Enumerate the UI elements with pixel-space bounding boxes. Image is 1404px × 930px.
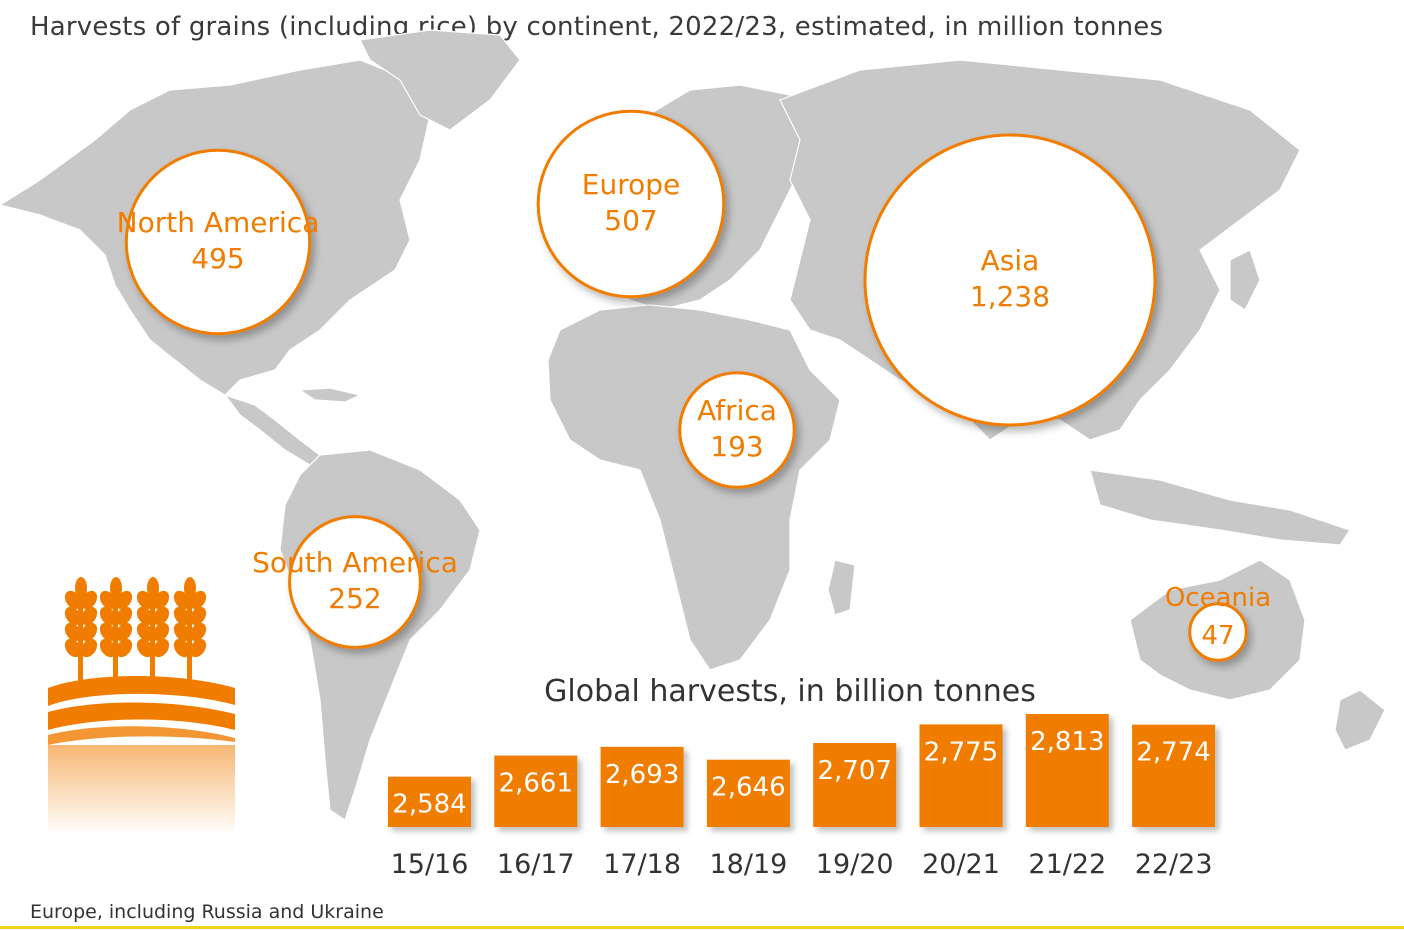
map-central-america: [223, 393, 321, 466]
map-madagascar: [827, 559, 856, 616]
wheat-grain: [152, 622, 170, 642]
bar-category-label: 19/20: [816, 849, 894, 880]
wheat-grain: [136, 622, 154, 642]
wheat-grain: [173, 606, 191, 626]
map-indonesia: [1089, 469, 1351, 546]
bar-category-label: 22/23: [1135, 849, 1213, 880]
bar-18-19: [706, 759, 790, 827]
wheat-grain: [99, 638, 117, 658]
bar-17-18: [600, 746, 684, 827]
bar-22-23: [1132, 724, 1216, 827]
bubble-value-south-america: 252: [328, 582, 381, 615]
bubble-label-europe: Europe: [582, 168, 680, 201]
bubble-circle-south-america: [288, 515, 422, 649]
bubble-circle-africa: [678, 371, 796, 489]
bubble-label-asia: Asia: [981, 244, 1040, 277]
wheat-grain: [64, 606, 82, 626]
bar-19-20: [813, 743, 897, 827]
wheat-grain: [136, 638, 154, 658]
bar-category-label: 20/21: [922, 849, 1000, 880]
map-japan: [1229, 249, 1261, 311]
bar-value-label: 2,584: [392, 790, 466, 820]
bar-value-label: 2,775: [924, 737, 998, 767]
bar-chart: 2,584 15/16 2,661 16/17 2,693 17/18 2,646 18/19…: [388, 714, 1216, 880]
bar-20-21: [919, 724, 1003, 827]
bar-value-label: 2,693: [605, 760, 679, 790]
wheat-grain: [173, 638, 191, 658]
bar-chart-title: Global harvests, in billion tonnes: [544, 674, 1036, 709]
bubble-value-africa: 193: [710, 430, 763, 463]
wheat-grain: [115, 606, 133, 626]
wheat-grain: [99, 606, 117, 626]
footnote: Europe, including Russia and Ukraine: [30, 901, 384, 923]
wheat-grain: [173, 622, 191, 642]
bar-category-label: 17/18: [603, 849, 681, 880]
bubble-circle-oceania: [1188, 602, 1248, 662]
wheat-grain: [115, 638, 133, 658]
bubble-value-asia: 1,238: [970, 280, 1050, 313]
bubble-value-north-america: 495: [191, 242, 244, 275]
bar-value-label: 2,813: [1030, 727, 1104, 757]
map-new-zealand: [1334, 689, 1386, 751]
bubble-label-north-america: North America: [117, 206, 320, 239]
bubble-value-oceania: 47: [1201, 621, 1234, 651]
bar-15-16: [388, 776, 471, 827]
wheat-grain: [189, 638, 207, 658]
wheat-grain: [64, 638, 82, 658]
wheat-grain: [189, 622, 207, 642]
bubble-label-africa: Africa: [697, 394, 777, 427]
bubble-circle-asia: [863, 133, 1157, 427]
bar-category-label: 18/19: [709, 849, 787, 880]
bar-category-label: 21/22: [1028, 849, 1106, 880]
bar-value-label: 2,774: [1136, 738, 1210, 768]
wheat-grain: [152, 638, 170, 658]
bubble-label-south-america: South America: [252, 546, 458, 579]
map-greenland: [359, 29, 521, 131]
bar-category-label: 15/16: [391, 849, 469, 880]
wheat-grain: [152, 606, 170, 626]
wheat-grain: [115, 622, 133, 642]
wheat-icon: [48, 577, 235, 835]
wheat-grain: [80, 622, 98, 642]
wheat-grain: [99, 622, 117, 642]
bubble-circle-europe: [536, 109, 726, 299]
bubble-value-europe: 507: [604, 204, 657, 237]
wheat-grain: [110, 577, 122, 599]
bar-value-label: 2,707: [817, 756, 891, 786]
wheat-grain: [80, 606, 98, 626]
bar-category-label: 16/17: [497, 849, 575, 880]
bubble-oceania: Oceania 47: [1165, 583, 1271, 662]
wheat-grain: [189, 606, 207, 626]
bubble-label-oceania: Oceania: [1165, 583, 1271, 613]
bar-value-label: 2,661: [499, 769, 573, 799]
wheat-grain: [147, 577, 159, 599]
map-africa: [547, 304, 841, 671]
bar-value-label: 2,646: [711, 773, 785, 803]
wheat-grain: [75, 577, 87, 599]
wheat-grain: [184, 577, 196, 599]
bubble-circle-north-america: [124, 148, 312, 336]
chart-title: Harvests of grains (including rice) by c…: [30, 12, 1164, 42]
bar-21-22: [1025, 714, 1109, 827]
wheat-grain: [80, 638, 98, 658]
bar-16-17: [494, 755, 578, 827]
wheat-grain: [64, 622, 82, 642]
map-caribbean: [298, 387, 362, 403]
wheat-grain: [136, 606, 154, 626]
bottom-rule: [0, 926, 1404, 929]
